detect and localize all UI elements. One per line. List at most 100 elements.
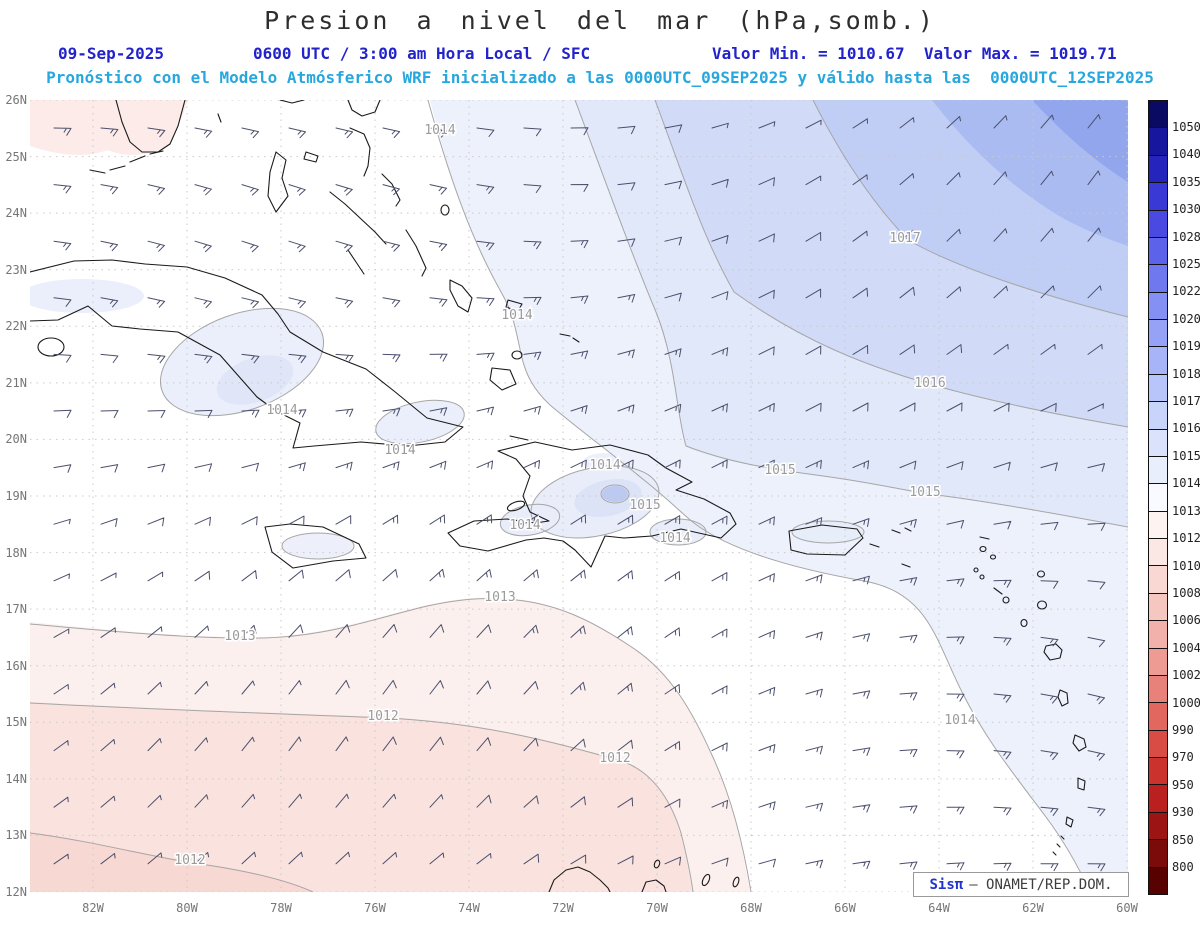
colorbar [1148,100,1168,895]
contour-label: 1014 [509,518,540,533]
colorbar-tick-label: 1015 [1172,448,1200,463]
lat-tick-label: 14N [5,771,27,786]
contour-label: 1013 [484,590,515,605]
contour-label: 1016 [914,376,945,391]
coastlines [30,100,1087,892]
colorbar-tick-label: 950 [1172,777,1194,792]
lon-tick-label: 78W [270,901,292,915]
contour-label: 1014 [424,123,455,138]
colorbar-segment [1149,101,1167,128]
lat-tick-label: 17N [5,602,27,617]
colorbar-segment [1149,620,1167,648]
lon-tick-label: 76W [364,901,386,915]
colorbar-segment [1149,702,1167,730]
wind-barbs [53,114,1106,872]
colorbar-segment [1149,757,1167,785]
lon-tick-label: 66W [834,901,856,915]
colorbar-segment [1149,264,1167,292]
contour-labels: 1014 1017 1014 1016 1014 1014 1014 1015 1015 1015… [173,122,977,870]
lon-tick-label: 64W [928,901,950,915]
contour-label: 1014 [659,531,690,546]
colorbar-tick-label: 1017 [1172,394,1200,409]
colorbar-tick-label: 1008 [1172,585,1200,600]
colorbar-segment [1149,674,1167,703]
colorbar-segment [1149,565,1167,593]
contour-label: 1014 [266,403,297,418]
lat-tick-label: 12N [5,884,27,899]
colorbar-tick-label: 1025 [1172,256,1200,271]
lat-tick-label: 26N [5,93,27,107]
colorbar-tick-label: 1020 [1172,311,1200,326]
colorbar-tick-label: 990 [1172,723,1194,738]
colorbar-tick-label: 1050 [1172,119,1200,134]
lon-tick-label: 80W [176,901,198,915]
colorbar-segment [1149,866,1167,894]
colorbar-segment [1149,319,1167,347]
sispi-logo: Sisπ [929,876,964,893]
colorbar-tick-label: 1022 [1172,284,1200,299]
colorbar-tick-label: 1018 [1172,366,1200,381]
contour-label: 1012 [599,751,630,766]
colorbar-segment [1149,647,1167,675]
forecast-info-line: Pronóstico con el Modelo Atmósferico WRF… [46,68,1154,87]
lon-tick-label: 74W [458,901,480,915]
lat-tick-label: 15N [5,715,27,730]
valid-time: 0600 UTC / 3:00 am Hora Local / SFC [253,44,591,63]
colorbar-tick-label: 1014 [1172,476,1200,491]
credit-box: Sisπ – ONAMET/REP.DOM. [913,872,1129,897]
colorbar-tick-label: 930 [1172,805,1194,820]
lon-tick-label: 68W [740,901,762,915]
colorbar-tick-label: 800 [1172,860,1194,875]
map-canvas: 1014 1017 1014 1016 1014 1014 1014 1015 1015 1015… [30,100,1128,892]
colorbar-tick-label: 1002 [1172,668,1200,683]
colorbar-tick-label: 1006 [1172,613,1200,628]
wind-barb-field [53,114,1106,872]
colorbar-tick-label: 1000 [1172,695,1200,710]
colorbar-segment [1149,455,1167,484]
colorbar-tick-label: 1013 [1172,503,1200,518]
grid-lines [30,100,1128,892]
colorbar-tick-label: 1035 [1172,174,1200,189]
contour-label: 1014 [944,713,975,728]
lon-tick-label: 72W [552,901,574,915]
contour-label: 1012 [367,709,398,724]
colorbar-tick-label: 850 [1172,832,1194,847]
colorbar-segment [1149,784,1167,812]
colorbar-tick-label: 1010 [1172,558,1200,573]
contour-label: 1014 [384,443,415,458]
colorbar-tick-label: 1019 [1172,339,1200,354]
lon-tick-label: 60W [1116,901,1138,915]
colorbar-segment [1149,127,1167,155]
lat-tick-label: 25N [5,149,27,164]
colorbar-tick-label: 970 [1172,750,1194,765]
colorbar-segment [1149,811,1167,840]
colorbar-tick-label: 1030 [1172,202,1200,217]
colorbar-segment [1149,729,1167,757]
valid-date: 09-Sep-2025 [58,44,164,63]
colorbar-tick-label: 1012 [1172,531,1200,546]
lon-tick-label: 62W [1022,901,1044,915]
contour-label: 1014 [501,308,532,323]
page-title: Presion a nivel del mar (hPa,somb.) [264,6,936,35]
lat-tick-label: 22N [5,319,27,334]
colorbar-segment [1149,182,1167,210]
contour-label: 1015 [764,463,795,478]
min-max-values: Valor Min. = 1010.67 Valor Max. = 1019.7… [712,44,1117,63]
colorbar-segment [1149,839,1167,867]
lat-tick-label: 16N [5,658,27,673]
colorbar-segment [1149,510,1167,538]
colorbar-tick-label: 1004 [1172,640,1200,655]
lat-tick-label: 20N [5,432,27,447]
colorbar-segment [1149,538,1167,566]
colorbar-tick-label: 1016 [1172,421,1200,436]
colorbar-tick-label: 1028 [1172,229,1200,244]
colorbar-segment [1149,154,1167,183]
colorbar-segment [1149,236,1167,265]
isobar-contours [30,100,1128,892]
lon-tick-label: 70W [646,901,668,915]
contour-label: 1012 [174,853,205,868]
colorbar-segment [1149,209,1167,237]
contour-label: 1013 [224,629,255,644]
lat-tick-label: 19N [5,488,27,503]
colorbar-segment [1149,291,1167,319]
